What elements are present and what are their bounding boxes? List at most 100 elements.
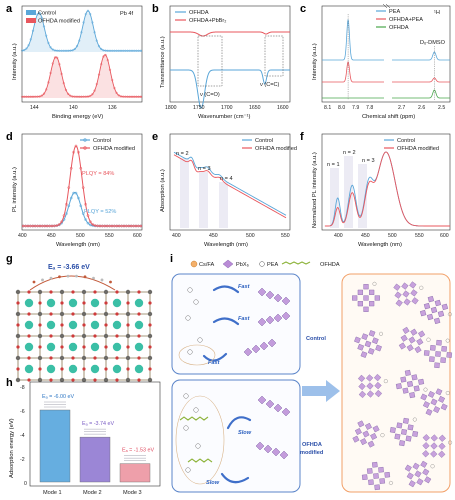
legend-ofhda-pea: OFHDA+PEA	[389, 17, 423, 23]
panel-i-letter: i	[170, 253, 173, 265]
xps-point	[73, 95, 76, 98]
annotation-n4: n = 4	[220, 176, 233, 182]
crystal-octahedron	[363, 284, 369, 290]
pb-atom	[147, 377, 153, 383]
br-atom	[126, 345, 130, 349]
legend-ofhda: OFHDA	[320, 262, 340, 268]
pbx6-octahedron	[259, 341, 269, 351]
cluster-ellipse	[178, 344, 216, 366]
xps-point	[95, 39, 98, 42]
xps-point	[91, 21, 94, 24]
flow-arrow	[202, 352, 228, 362]
pl-point	[53, 224, 56, 228]
br-atom	[60, 345, 64, 349]
band-n3	[199, 172, 208, 228]
category-3: Mode 3	[123, 490, 142, 496]
ofhda-chain	[179, 416, 209, 421]
crystal-octahedron	[422, 442, 430, 450]
xps-point	[130, 95, 134, 98]
molecule-atom	[83, 275, 87, 279]
xps-point	[93, 89, 96, 92]
pb-atom	[15, 377, 21, 383]
bar-3	[119, 463, 151, 483]
crystal-octahedron	[430, 345, 436, 351]
pea-icon	[259, 261, 265, 267]
x-tick: 550	[105, 233, 114, 239]
crystal-octahedron	[434, 299, 442, 307]
pea-ring	[187, 287, 193, 293]
crystal-octahedron	[374, 381, 382, 390]
crystal-octahedron	[438, 434, 446, 442]
legend-pbx6: PbX₆	[236, 262, 249, 268]
xps-point	[80, 31, 83, 34]
crystal-octahedron	[372, 425, 380, 433]
x-tick: 2.5	[438, 105, 445, 111]
pb-atom	[125, 355, 131, 361]
xps-point	[23, 95, 26, 98]
crystal-octahedron	[368, 479, 374, 486]
crystal-octahedron	[426, 313, 434, 321]
annotation-dmso: D₆-DMSO	[420, 40, 446, 46]
crystal-octahedron	[401, 429, 407, 435]
x-tick: 1800	[165, 105, 177, 111]
panel-c-plot	[322, 14, 450, 100]
br-atom	[115, 334, 119, 338]
br-atom	[16, 323, 20, 327]
br-atom	[38, 301, 42, 305]
pb-atom	[147, 333, 153, 339]
npl-ofhda	[324, 151, 450, 227]
cs-atom	[68, 342, 78, 352]
xps-point	[102, 55, 105, 58]
ligand-ring	[389, 481, 393, 485]
br-atom	[82, 345, 86, 349]
xps-point	[115, 91, 118, 94]
annotation-plqy-84: PLQY = 84%	[82, 171, 114, 177]
x-tick: 1700	[221, 105, 233, 111]
xps-point	[133, 49, 136, 52]
crystal-octahedron	[368, 330, 376, 337]
x-tick: 500	[246, 233, 255, 239]
pbx6-octahedron	[255, 441, 265, 451]
npl-control	[324, 151, 450, 227]
panel-a-letter: a	[6, 3, 13, 15]
crystal-octahedron	[366, 390, 375, 398]
xps-point	[128, 49, 131, 52]
xps-point	[84, 13, 87, 16]
cs-atom	[46, 320, 56, 330]
xps-point	[75, 45, 79, 48]
cs-fa-icon	[190, 260, 198, 268]
br-atom	[60, 301, 64, 305]
cs-atom	[24, 342, 34, 352]
x-axis-label: Wavelength (nm)	[204, 242, 248, 248]
nmr-right-2	[392, 89, 450, 99]
xps-point	[117, 49, 120, 52]
crystal-octahedron	[396, 422, 403, 429]
crystal-octahedron	[352, 435, 360, 443]
ofhda-icon	[281, 261, 311, 265]
crystal-octahedron	[433, 317, 441, 325]
crystal-octahedron	[374, 295, 380, 301]
film-box	[341, 273, 451, 493]
crystal-domain	[352, 420, 385, 448]
xps-point	[78, 95, 81, 98]
crystal-octahedron	[441, 303, 449, 311]
crystal-octahedron	[373, 373, 382, 382]
pb-atom	[37, 377, 43, 383]
legend-ofhda-pbbr2: OFHDA+PbBr₂	[189, 18, 226, 24]
xps-point	[128, 95, 131, 98]
crystal-octahedron	[404, 369, 411, 376]
pb-atom	[103, 333, 109, 339]
crystal-octahedron	[370, 433, 378, 440]
molecule-atom	[92, 276, 95, 280]
panel-h: h Eₐ = -6.00 eV Mode 1 Eₐ = -3.74 eV Mode 2…	[6, 377, 161, 496]
pb-atom	[103, 355, 109, 361]
axis-break	[382, 3, 388, 9]
crystal-octahedron	[406, 344, 414, 352]
xps-point	[95, 82, 98, 86]
pl-point	[60, 220, 63, 224]
xps-point	[100, 63, 103, 66]
cs-atom	[24, 320, 34, 330]
xps-point	[102, 49, 105, 52]
xps-point	[36, 13, 39, 16]
legend-swatch-ofhda	[26, 18, 36, 23]
